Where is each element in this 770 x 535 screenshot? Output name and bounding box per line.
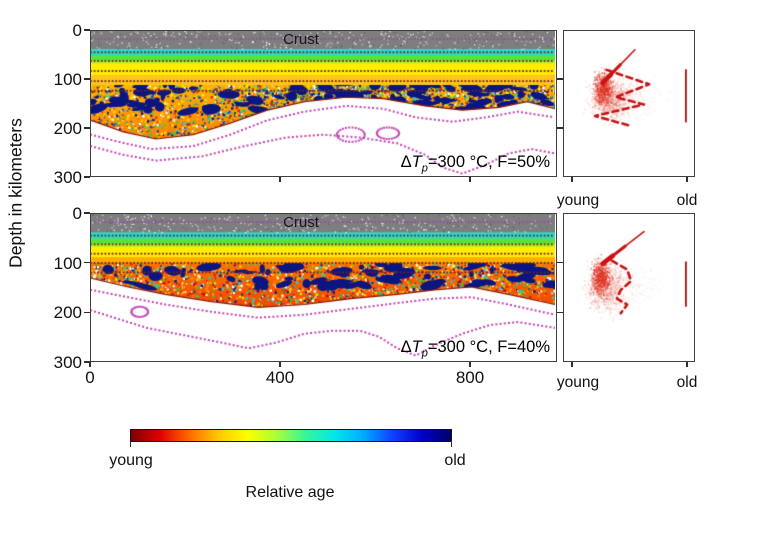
axis-tick [84,361,90,363]
x-tick-label: 400 [265,368,295,387]
y-tick-label: 300 [53,353,82,372]
cross-section-top-canvas [91,31,555,175]
x-tick-label: 0 [85,368,95,387]
old-label-bottom-row: old [676,374,698,391]
axis-tick [469,177,471,182]
y-tick-label: 0 [72,204,82,223]
cross-section-bottom-canvas [91,214,555,360]
colorbar-end-tick [129,441,132,447]
y-tick-label: 0 [72,21,82,40]
age-distribution-top-panel [563,30,695,177]
y-tick-label: 100 [53,70,82,89]
colorbar-young-label: young [109,452,153,469]
y-axis-title: Depth in kilometers [5,118,26,268]
y-tick-label: 100 [53,254,82,273]
annotation-value: =300 °C, F=40% [427,337,550,356]
axis-tick [84,29,90,31]
old-label-top-row: old [676,192,698,209]
temperature-symbol: T [411,152,422,171]
axis-tick [469,362,471,367]
axis-tick [557,78,563,80]
axis-tick [84,311,90,314]
potential-subscript: p [421,347,428,359]
axis-tick [686,362,688,367]
crust-label-top: Crust [283,31,319,48]
delta-symbol: Δ [400,152,412,171]
colorbar-end-tick [450,441,453,447]
y-tick-label: 300 [53,168,82,187]
axis-tick [571,362,573,367]
axis-tick [84,78,90,80]
axis-tick [84,261,90,264]
temperature-symbol: T [411,337,422,356]
axis-tick [557,261,563,264]
annotation-value: =300 °C, F=50% [427,152,550,171]
axis-tick [84,127,90,129]
axis-tick [279,177,281,182]
axis-tick [686,177,688,182]
y-tick-label: 200 [53,303,82,322]
annotation-bottom: ΔTp=300 °C, F=40% [401,338,550,359]
crust-label-bottom: Crust [283,214,319,231]
potential-subscript: p [421,162,428,174]
axis-tick [557,127,563,129]
relative-age-colorbar [130,429,452,442]
age-distribution-bottom-canvas [564,214,693,360]
axis-tick [279,362,281,367]
age-distribution-bottom-panel [563,213,695,362]
age-distribution-top-canvas [564,31,693,175]
axis-tick [84,212,90,214]
axis-tick [89,362,91,367]
colorbar-title: Relative age [245,484,335,501]
axis-tick [84,176,90,178]
annotation-top: ΔTp=300 °C, F=50% [401,153,550,174]
colorbar-old-label: old [444,452,466,469]
young-label-top-row: young [556,192,600,209]
x-tick-label: 800 [455,368,485,387]
y-tick-label: 200 [53,119,82,138]
delta-symbol: Δ [400,337,412,356]
cross-section-top-panel: Crust ΔTp=300 °C, F=50% [90,30,557,177]
axis-tick [557,311,563,314]
young-label-bottom-row: young [556,374,600,391]
axis-tick [571,177,573,182]
cross-section-bottom-panel: Crust ΔTp=300 °C, F=40% [90,213,557,362]
